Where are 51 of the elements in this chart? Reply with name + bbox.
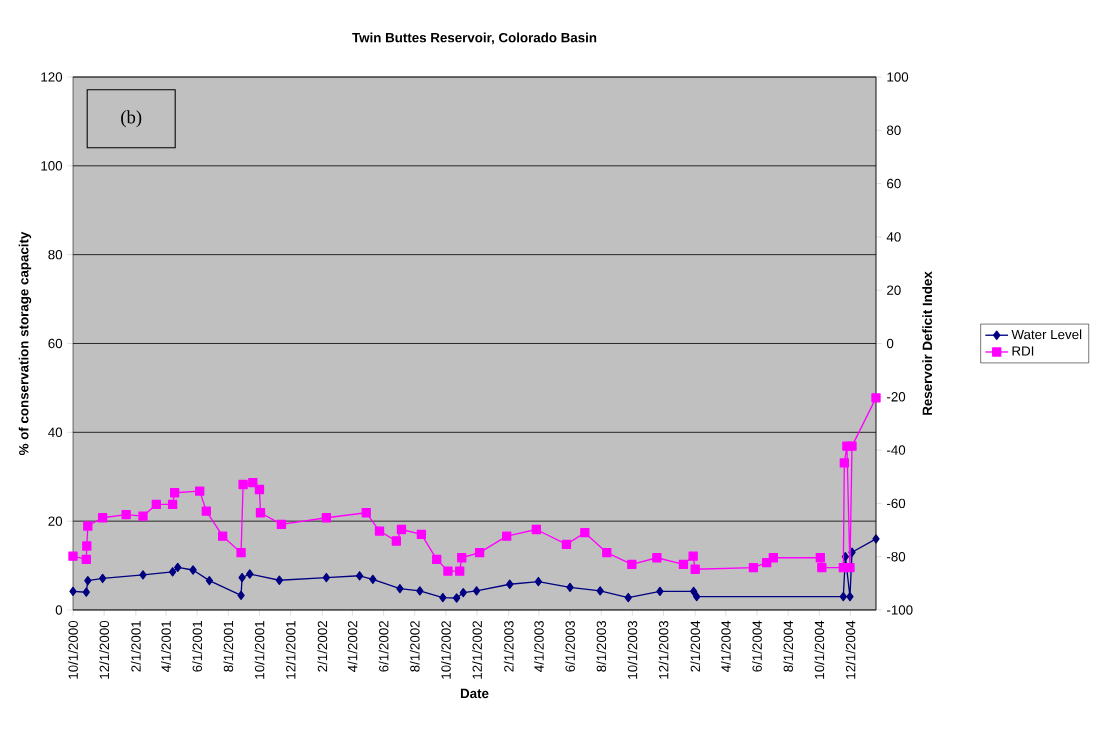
y2-tick-label: 0 — [886, 338, 894, 349]
x-tick-label: 10/1/2002 — [441, 621, 451, 679]
y2-tick-label: 40 — [886, 232, 901, 242]
x-tick-label: 8/1/2004 — [783, 620, 794, 672]
y-tick-label: 120 — [41, 72, 63, 82]
x-tick-label: 4/1/2001 — [161, 621, 171, 672]
annotation: (b) — [121, 110, 142, 128]
y-tick-label: 40 — [48, 427, 63, 438]
y2-axis-title: Reservoir Deficit Index — [922, 271, 933, 415]
y2-tick-label: 80 — [886, 125, 901, 135]
y2-tick-label: 60 — [887, 178, 901, 189]
legend-label: Water Level — [1011, 329, 1082, 340]
y-tick-label: 80 — [48, 249, 63, 260]
x-tick-label: 12/1/2002 — [472, 621, 482, 679]
y2-tick-label: -40 — [886, 445, 906, 455]
y2-tick-label: -100 — [886, 605, 913, 615]
y2-tick-label: -60 — [886, 498, 906, 509]
x-axis-title: Date — [460, 688, 489, 699]
y2-tick-label: 20 — [887, 285, 901, 295]
y2-tick-label: 100 — [887, 72, 909, 82]
x-tick-label: 4/1/2004 — [720, 620, 731, 672]
x-tick-label: 6/1/2004 — [752, 620, 762, 672]
y-tick-label: 100 — [41, 161, 63, 171]
x-tick-label: 12/1/2004 — [845, 620, 856, 679]
x-tick-label: 4/1/2003 — [533, 620, 544, 672]
y-axis-title: % of conservation storage capacity — [18, 231, 32, 456]
x-tick-label: 6/1/2002 — [378, 621, 389, 672]
x-tick-label: 2/1/2001 — [130, 621, 141, 672]
y-tick-label: 20 — [48, 516, 63, 526]
x-tick-label: 10/1/2001 — [254, 621, 265, 679]
x-tick-label: 6/1/2003 — [565, 620, 575, 672]
x-tick-label: 2/1/2003 — [503, 620, 514, 672]
y-tick-label: 60 — [48, 338, 63, 349]
x-tick-label: 10/1/2000 — [68, 620, 78, 679]
x-tick-label: 8/1/2002 — [409, 621, 420, 672]
x-tick-label: 8/1/2003 — [596, 620, 607, 672]
y2-tick-label: -20 — [886, 392, 906, 402]
legend-label: RDI — [1012, 346, 1034, 356]
x-tick-label: 10/1/2003 — [627, 620, 638, 679]
x-tick-label: 12/1/2000 — [99, 620, 110, 679]
x-tick-label: 12/1/2001 — [285, 621, 296, 679]
x-tick-label: 12/1/2003 — [658, 620, 669, 679]
x-tick-label: 2/1/2004 — [690, 620, 701, 672]
x-tick-label: 10/1/2004 — [814, 620, 825, 679]
chart-title: Twin Buttes Reservoir, Colorado Basin — [352, 32, 597, 45]
x-tick-label: 6/1/2001 — [192, 621, 203, 672]
x-tick-label: 2/1/2002 — [317, 621, 328, 672]
y2-tick-label: -80 — [886, 551, 906, 562]
y-tick-label: 0 — [55, 605, 63, 615]
x-tick-label: 4/1/2002 — [347, 621, 358, 672]
x-tick-label: 8/1/2001 — [223, 621, 234, 672]
